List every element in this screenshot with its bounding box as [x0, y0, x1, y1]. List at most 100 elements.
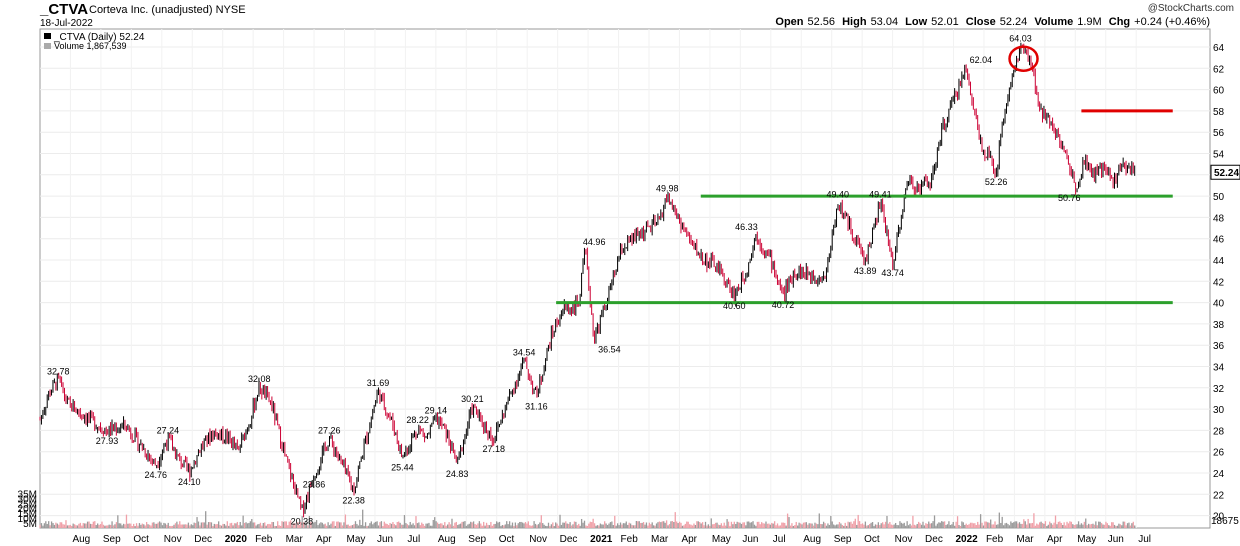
volume-bar [421, 522, 423, 528]
volume-bar [506, 521, 508, 528]
x-tick-label: Apr [316, 534, 332, 545]
volume-bar [883, 524, 885, 528]
volume-bar [459, 523, 462, 528]
volume-bar [1053, 522, 1055, 528]
volume-bar [1011, 522, 1013, 528]
volume-bar [616, 523, 619, 528]
volume-bar [451, 518, 453, 528]
volume-bar [982, 525, 985, 528]
volume-bar [396, 522, 398, 528]
volume-bar [714, 522, 717, 528]
volume-bar [1008, 525, 1011, 528]
volume-bar [951, 524, 953, 528]
volume-bar [294, 523, 296, 528]
volume-bars [39, 509, 1136, 528]
last-price-tag [1210, 164, 1240, 180]
volume-bar [1111, 522, 1113, 528]
volume-bar [369, 523, 371, 528]
volume-bar [82, 523, 84, 528]
volume-bar [422, 523, 424, 528]
volume-bar [605, 523, 607, 528]
volume-bar [429, 525, 432, 528]
volume-bar [1063, 522, 1065, 528]
volume-bar [205, 511, 207, 528]
volume-bar [495, 521, 498, 528]
volume-bar [1089, 524, 1091, 528]
volume-bar [925, 523, 927, 528]
volume-bar [772, 523, 774, 528]
volume-bar [732, 524, 734, 528]
volume-bar [920, 524, 923, 528]
brand-watermark[interactable]: @StockCharts.com [1147, 3, 1234, 14]
volume-bar [720, 523, 722, 528]
volume-bar [838, 522, 841, 528]
volume-bar [252, 522, 254, 528]
x-tick-label: Dec [560, 534, 578, 545]
volume-bar [517, 523, 519, 528]
volume-bar [990, 519, 992, 528]
ticker-symbol: _CTVA [40, 1, 89, 18]
volume-bar [539, 522, 541, 528]
volume-bar [588, 523, 590, 528]
volume-bar [681, 525, 684, 528]
volume-bar [798, 522, 800, 528]
volume-bar [154, 523, 156, 528]
volume-bar [485, 522, 488, 528]
volume-bar [481, 525, 483, 528]
volume-bar [978, 524, 980, 528]
volume-bar [916, 523, 918, 528]
volume-bar [354, 521, 357, 528]
volume-bar [542, 523, 544, 528]
volume-bar [1015, 521, 1018, 528]
volume-bar [376, 521, 378, 528]
volume-bar [529, 525, 531, 528]
volume-bar [474, 524, 476, 528]
volume-bar [176, 521, 178, 528]
low-value: 52.01 [931, 16, 959, 28]
volume-bar [942, 521, 944, 528]
volume-bar [673, 521, 675, 528]
y-tick-label: 50 [1213, 192, 1225, 203]
volume-bar [229, 523, 231, 528]
x-tick-label: Feb [255, 534, 273, 545]
volume-bar [364, 522, 367, 528]
volume-bar [91, 524, 93, 528]
volume-bar [1121, 525, 1123, 528]
volume-bar [431, 525, 433, 528]
volume-bar [295, 523, 298, 528]
volume-bar [821, 524, 823, 528]
x-tick-label: Sep [834, 534, 852, 545]
volume-bar [379, 522, 381, 528]
volume-tick-label: 35M [18, 489, 37, 500]
chart-date: 18-Jul-2022 [40, 18, 93, 29]
volume-bar [807, 524, 809, 528]
volume-bar [703, 525, 705, 528]
volume-bar [497, 522, 499, 528]
price-annotation: 24.10 [178, 477, 201, 487]
volume-bar [341, 525, 344, 528]
volume-bar [475, 524, 478, 528]
volume-bar [874, 524, 877, 528]
x-tick-label: Sep [103, 534, 121, 545]
volume-tick-label: 30M [18, 494, 37, 505]
volume-bar [75, 525, 77, 528]
highlight-circle [1008, 45, 1039, 72]
volume-bar [773, 521, 776, 528]
close-label: Close [965, 16, 996, 28]
volume-bar [490, 521, 492, 528]
volume-bar [1082, 524, 1084, 528]
volume-bar [302, 522, 305, 528]
volume-bar [722, 525, 724, 528]
volume-bar [1005, 522, 1008, 528]
volume-bar [961, 521, 963, 528]
volume-bar [962, 522, 964, 528]
volume-bar [357, 525, 360, 528]
volume-bar [521, 522, 524, 528]
volume-bar [527, 521, 529, 528]
volume-bar [305, 522, 308, 528]
volume-bar [338, 522, 341, 528]
volume-bar [938, 522, 940, 528]
volume-bar [246, 523, 249, 528]
volume-bar [563, 522, 565, 528]
